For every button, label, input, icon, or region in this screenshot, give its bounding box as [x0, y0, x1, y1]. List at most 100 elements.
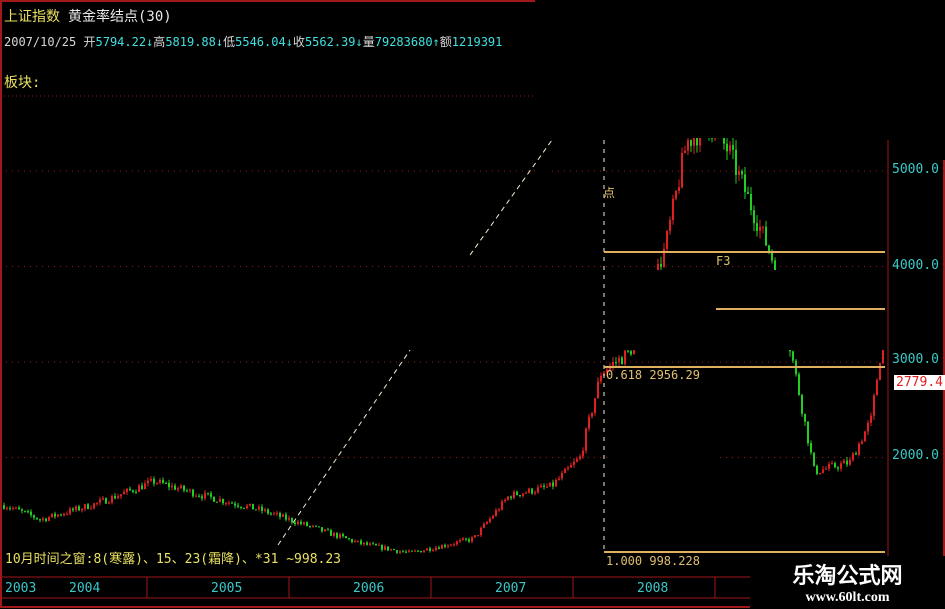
candle-body: [588, 416, 590, 429]
candle-body: [879, 363, 881, 381]
candle-body: [846, 460, 848, 465]
candle-body: [843, 460, 845, 464]
candle-body: [582, 450, 584, 457]
candle-body: [189, 489, 191, 491]
candle-body: [819, 472, 821, 475]
candle-body: [492, 515, 494, 519]
candle-body: [732, 145, 734, 150]
y-tick: 2000.0: [892, 448, 939, 463]
candle-body: [180, 485, 182, 489]
candle-body: [537, 487, 539, 493]
candle-body: [93, 503, 95, 509]
x-tick: 2005: [211, 581, 243, 596]
candle-body: [816, 465, 818, 475]
candle-body: [18, 507, 20, 510]
candle-body: [201, 496, 203, 499]
candle-body: [27, 511, 29, 513]
candle-body: [66, 513, 68, 515]
candle-body: [243, 507, 245, 509]
candle-body: [507, 496, 509, 500]
candle-body: [303, 522, 305, 524]
candle-body: [39, 519, 41, 521]
open-label: 开: [83, 35, 96, 49]
close-value: 5562.39↓: [304, 35, 363, 49]
candle-body: [792, 351, 794, 361]
candle-body: [486, 522, 488, 524]
candle-body: [873, 395, 875, 416]
candle-body: [138, 485, 140, 492]
candle-body: [30, 511, 32, 516]
candle-body: [573, 461, 575, 465]
candle-body: [597, 381, 599, 399]
candle-body: [855, 453, 857, 455]
candle-body: [501, 501, 503, 510]
x-tick: 2003: [5, 581, 37, 596]
candle-body: [228, 502, 230, 504]
candle-body: [435, 547, 437, 551]
candle-body: [84, 504, 86, 509]
candle-body: [48, 517, 50, 521]
candle-body: [459, 540, 461, 542]
candle-body: [357, 540, 359, 542]
candle-body: [120, 494, 122, 497]
candle-body: [21, 509, 23, 511]
mask-region: [890, 130, 945, 160]
candle-body: [828, 464, 830, 469]
candle-body: [270, 513, 272, 515]
candle-body: [759, 226, 761, 231]
x-tick: 2006: [353, 581, 385, 596]
candle-body: [447, 545, 449, 547]
candle-body: [807, 421, 809, 444]
y-tick: 3000.0: [892, 352, 939, 367]
candle-body: [324, 529, 326, 532]
candle-body: [96, 502, 98, 504]
candle-body: [495, 510, 497, 516]
candle-body: [567, 467, 569, 469]
candle-body: [348, 538, 350, 540]
candle-body: [411, 550, 413, 552]
candle-body: [396, 550, 398, 553]
candle-body: [282, 514, 284, 517]
low-value: 5546.04↓: [235, 35, 293, 49]
candle-body: [111, 495, 113, 503]
candle-body: [693, 137, 695, 146]
candle-body: [741, 171, 743, 175]
candle-body: [6, 508, 8, 510]
candle-body: [606, 369, 608, 373]
candle-body: [363, 542, 365, 545]
candle-body: [255, 509, 257, 511]
candle-body: [414, 550, 416, 552]
candle-body: [288, 518, 290, 520]
candle-body: [729, 145, 731, 152]
candle-body: [315, 525, 317, 527]
quote-bar: 2007/10/25 开5794.22↓高5819.88↓低5546.04↓收5…: [4, 33, 502, 50]
candle-body: [483, 523, 485, 528]
candle-body: [216, 501, 218, 503]
candle-body: [15, 507, 17, 509]
x-tick: 2007: [495, 581, 527, 596]
candle-body: [615, 361, 617, 363]
candle-body: [60, 514, 62, 516]
candle-body: [147, 480, 149, 484]
candle-body: [738, 171, 740, 175]
candle-body: [735, 149, 737, 175]
candle-body: [750, 193, 752, 211]
candle-body: [246, 505, 248, 509]
candle-body: [630, 351, 632, 355]
candle-body: [339, 534, 341, 538]
current-price-tag: 2779.4: [894, 375, 945, 390]
candle-body: [837, 467, 839, 469]
candle-body: [171, 485, 173, 488]
candle-body: [354, 541, 356, 543]
candle-body: [225, 503, 227, 505]
candle-body: [552, 482, 554, 487]
candle-body: [744, 174, 746, 193]
candle-body: [240, 506, 242, 508]
candle-body: [174, 485, 176, 490]
candle-body: [252, 503, 254, 510]
security-name: 上证指数: [4, 9, 60, 25]
candle-body: [813, 452, 815, 466]
candle-body: [390, 549, 392, 551]
candle-body: [756, 223, 758, 231]
candle-body: [267, 509, 269, 514]
